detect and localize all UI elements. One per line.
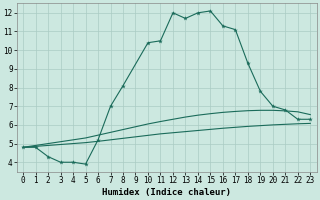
- X-axis label: Humidex (Indice chaleur): Humidex (Indice chaleur): [102, 188, 231, 197]
